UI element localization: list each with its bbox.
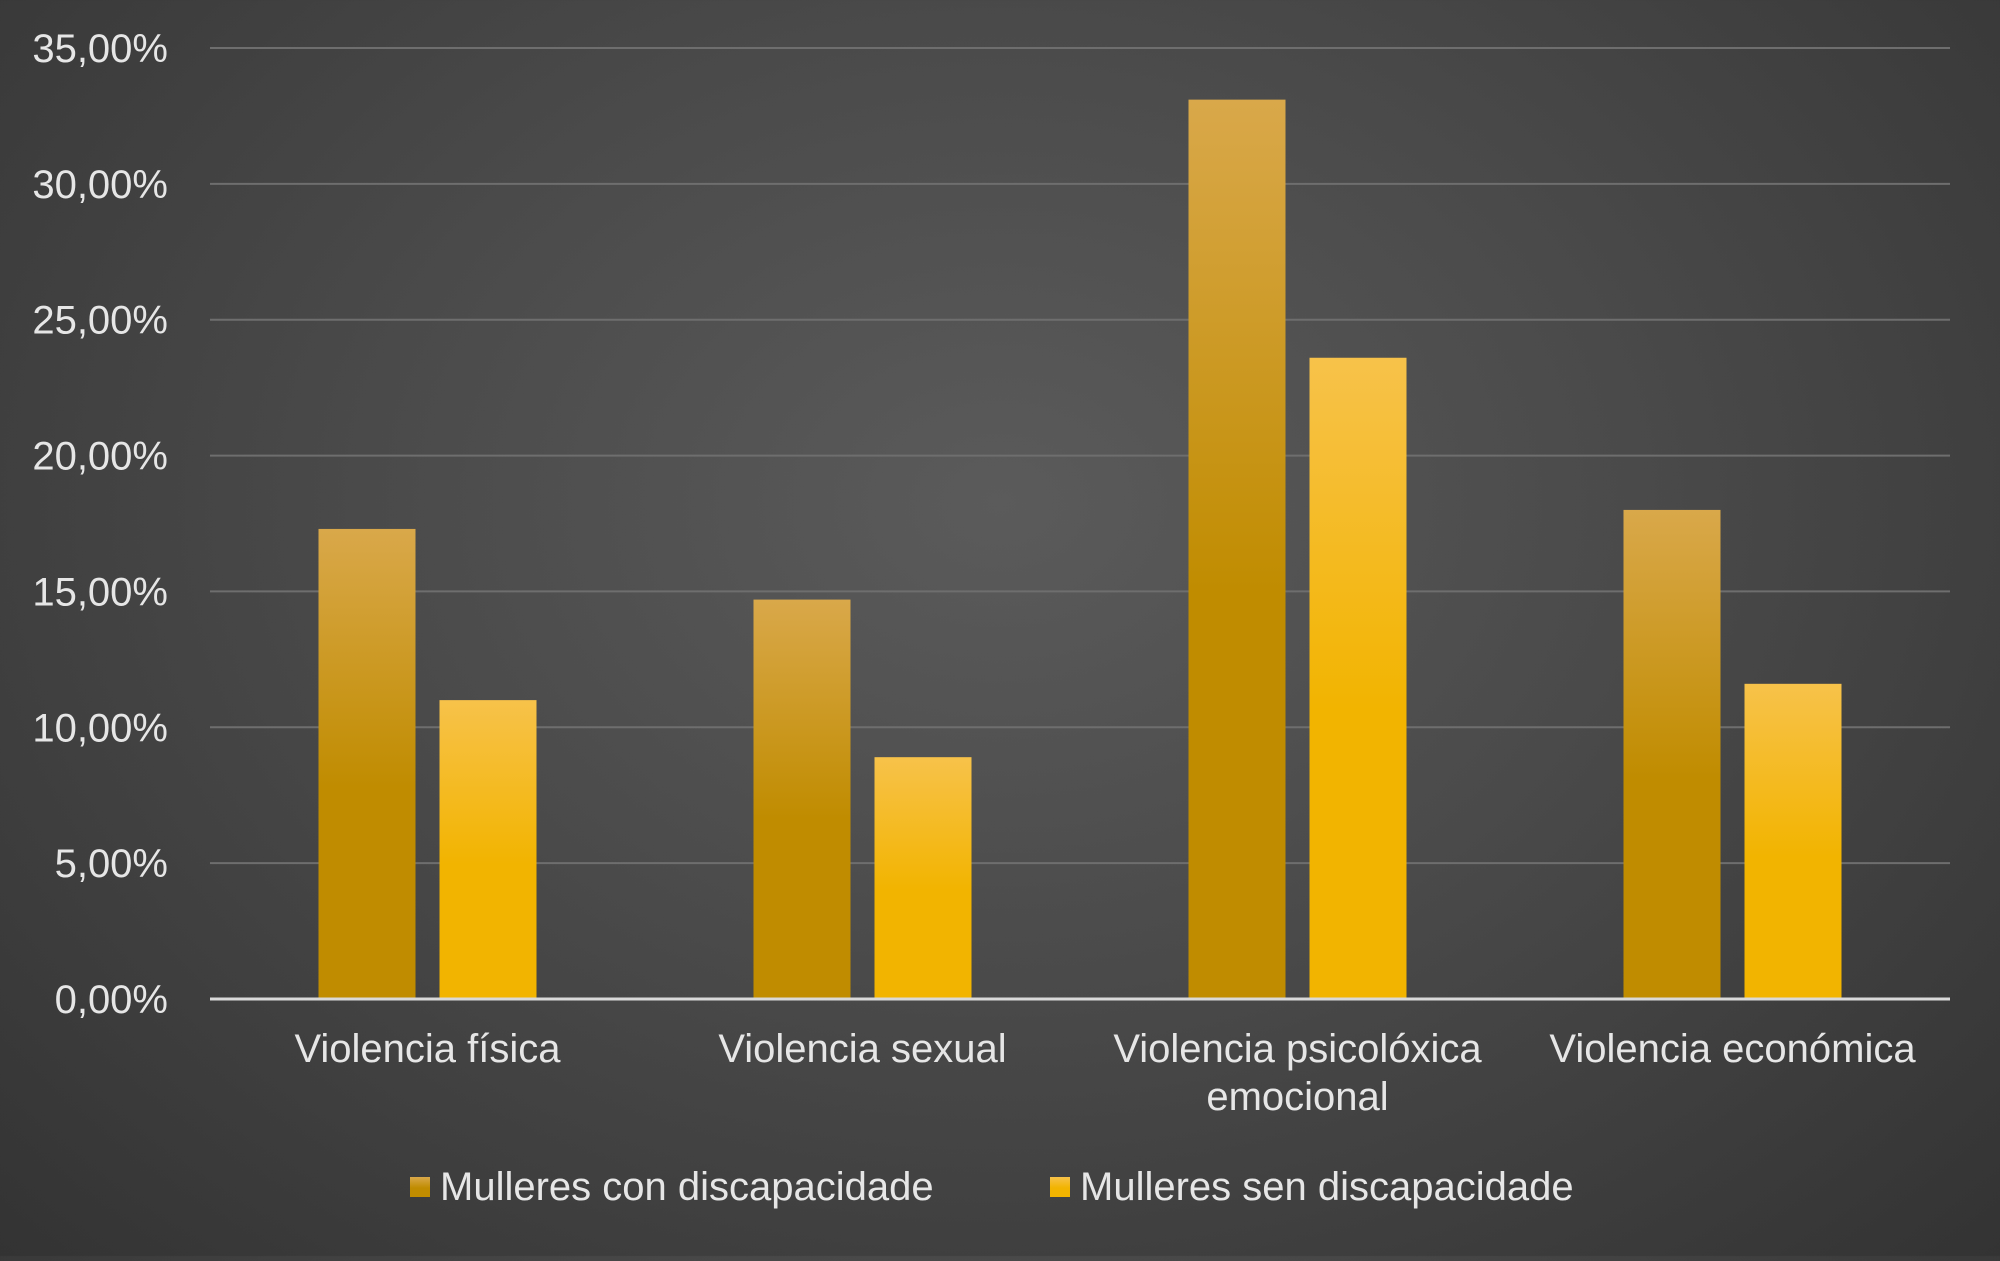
x-tick-label: emocional [1206, 1075, 1388, 1119]
y-tick-label: 10,00% [32, 706, 168, 750]
x-tick-label: Violencia económica [1549, 1027, 1916, 1071]
x-tick-label: Violencia psicolóxica [1113, 1027, 1482, 1071]
bar-con-1 [753, 599, 851, 999]
legend-label: Mulleres con discapacidade [440, 1165, 934, 1209]
bar-con-0 [318, 528, 416, 999]
legend: Mulleres con discapacidade Mulleres sen d… [410, 1165, 1574, 1209]
y-tick-label: 25,00% [32, 299, 168, 343]
bars [318, 99, 1842, 999]
x-tick-label: Violencia física [294, 1027, 561, 1071]
y-tick-label: 15,00% [32, 570, 168, 614]
y-tick-label: 0,00% [55, 978, 168, 1022]
bar-sen-3 [1744, 683, 1842, 999]
bar-sen-1 [874, 757, 972, 999]
y-tick-label: 30,00% [32, 163, 168, 207]
x-tick-label: Violencia sexual [718, 1027, 1006, 1071]
x-axis-labels: Violencia física Violencia sexual Violenci… [294, 1027, 1916, 1119]
bar-sen-0 [439, 700, 537, 999]
legend-label: Mulleres sen discapacidade [1080, 1165, 1574, 1209]
y-axis-ticks: 0,00% 5,00% 10,00% 15,00% 20,00% 25,00% 30,00%… [32, 27, 168, 1022]
y-tick-label: 35,00% [32, 27, 168, 71]
bar-sen-2 [1309, 357, 1407, 999]
bar-con-2 [1188, 99, 1286, 999]
y-tick-label: 5,00% [55, 842, 168, 886]
bar-con-3 [1623, 509, 1721, 999]
y-tick-label: 20,00% [32, 435, 168, 479]
legend-swatch [410, 1177, 430, 1197]
legend-swatch [1050, 1177, 1070, 1197]
